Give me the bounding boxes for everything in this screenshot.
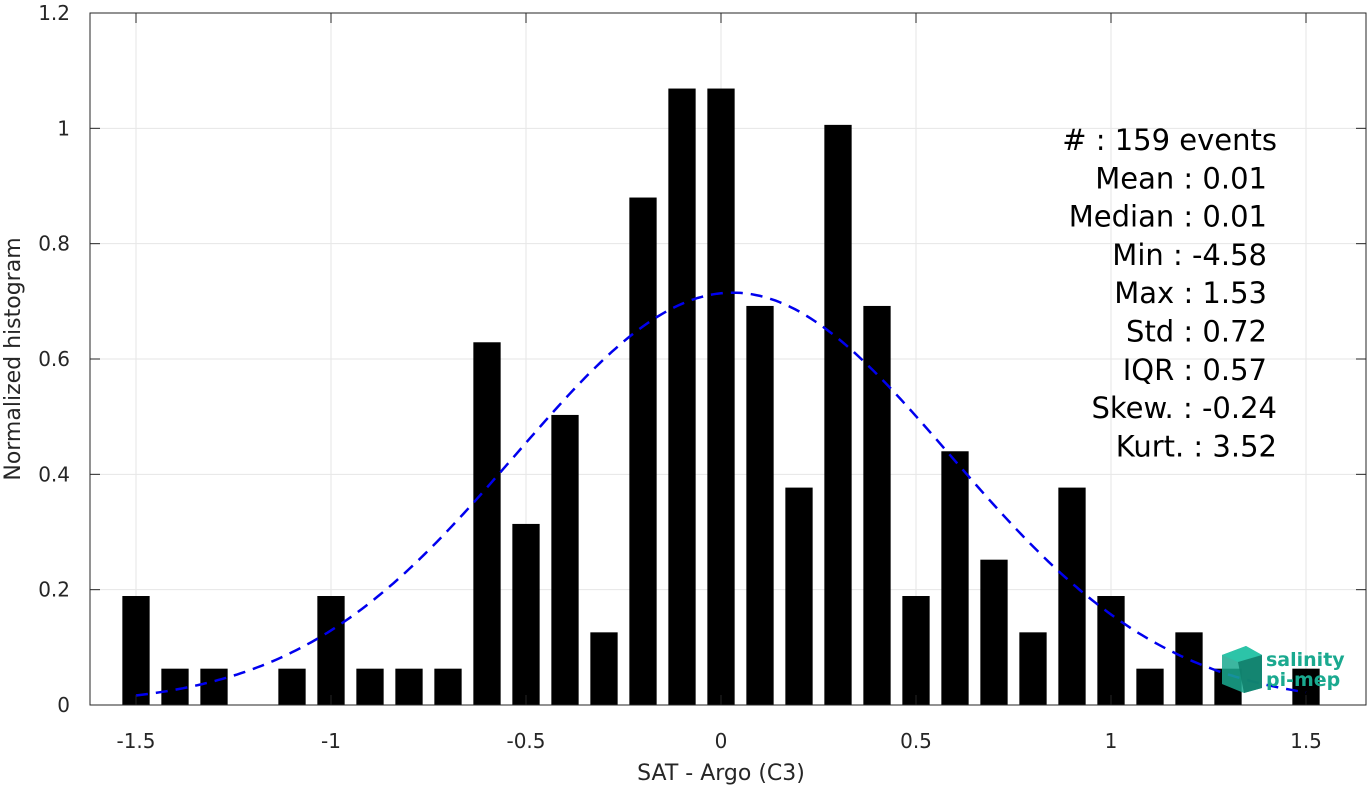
histogram-bar [200, 668, 228, 705]
histogram-bar [785, 487, 813, 705]
logo-line-1: salinity [1266, 649, 1345, 671]
stat-line: IQR : 0.57 [1123, 353, 1267, 387]
y-tick-label: 0.2 [38, 578, 70, 602]
y-tick-label: 0 [57, 693, 70, 717]
logo-line-2: pi-mep [1266, 669, 1340, 691]
x-tick-label: 1 [1105, 729, 1118, 753]
stat-line: Kurt. : 3.52 [1116, 429, 1277, 463]
x-tick-label: -1.5 [116, 729, 155, 753]
histogram-bar [746, 305, 774, 705]
normal-fit-curve [135, 291, 1307, 697]
histogram-bar [1136, 668, 1164, 705]
x-tick-labels: -1.5 -1 -0.5 0 0.5 1 1.5 [116, 729, 1321, 753]
histogram-bar [1019, 632, 1047, 705]
histogram-bar [629, 197, 657, 706]
x-tick-label: -0.5 [506, 729, 545, 753]
y-tick-labels: 0 0.2 0.4 0.6 0.8 1 1.2 [38, 1, 70, 717]
histogram-bar [902, 596, 930, 705]
histogram-bar [980, 559, 1008, 705]
x-tick-label: 1.5 [1290, 729, 1322, 753]
y-tick-label: 0.8 [38, 232, 70, 256]
stat-line: Min : -4.58 [1112, 238, 1267, 272]
histogram-bar [668, 88, 696, 705]
histogram-bar [551, 414, 579, 705]
x-tick-label: 0 [715, 729, 728, 753]
histogram-bar [1097, 596, 1125, 705]
y-tick-label: 0.6 [38, 347, 70, 371]
histogram-bar [1175, 632, 1203, 705]
y-tick-label: 1.2 [38, 1, 70, 25]
histogram-bars [122, 88, 1320, 706]
histogram-bar [317, 596, 345, 705]
histogram-bar [941, 451, 969, 705]
histogram-bar [395, 668, 423, 705]
histogram-bar [707, 88, 735, 705]
x-tick-label: -1 [321, 729, 341, 753]
stat-line: Median : 0.01 [1069, 200, 1267, 234]
stat-line: Max : 1.53 [1114, 276, 1267, 310]
x-axis-label: SAT - Argo (C3) [637, 761, 805, 786]
histogram-bar [356, 668, 384, 705]
salinity-pi-mep-logo: salinity pi-mep [1222, 646, 1345, 693]
axis-ticks [90, 12, 1366, 706]
y-tick-label: 0.4 [38, 462, 70, 486]
x-tick-label: 0.5 [900, 729, 932, 753]
histogram-bar [824, 124, 852, 705]
stat-line: Std : 0.72 [1126, 315, 1267, 349]
histogram-bar [434, 668, 462, 705]
histogram-bar [863, 305, 891, 705]
histogram-bar [278, 668, 306, 705]
logo-cube-icon [1222, 646, 1262, 693]
stat-line: Mean : 0.01 [1095, 161, 1267, 195]
stat-line: # : 159 events [1062, 123, 1277, 157]
histogram-bar [473, 342, 501, 705]
stat-line: Skew. : -0.24 [1091, 391, 1277, 425]
y-tick-label: 1 [57, 116, 70, 140]
histogram-bar [590, 632, 618, 705]
histogram-bar [512, 523, 540, 705]
histogram-bar [122, 596, 150, 705]
statistics-box: # : 159 events Mean : 0.01 Median : 0.01 Mi… [1062, 123, 1277, 463]
histogram-bar [1058, 487, 1086, 705]
y-axis-label: Normalized histogram [1, 237, 26, 480]
